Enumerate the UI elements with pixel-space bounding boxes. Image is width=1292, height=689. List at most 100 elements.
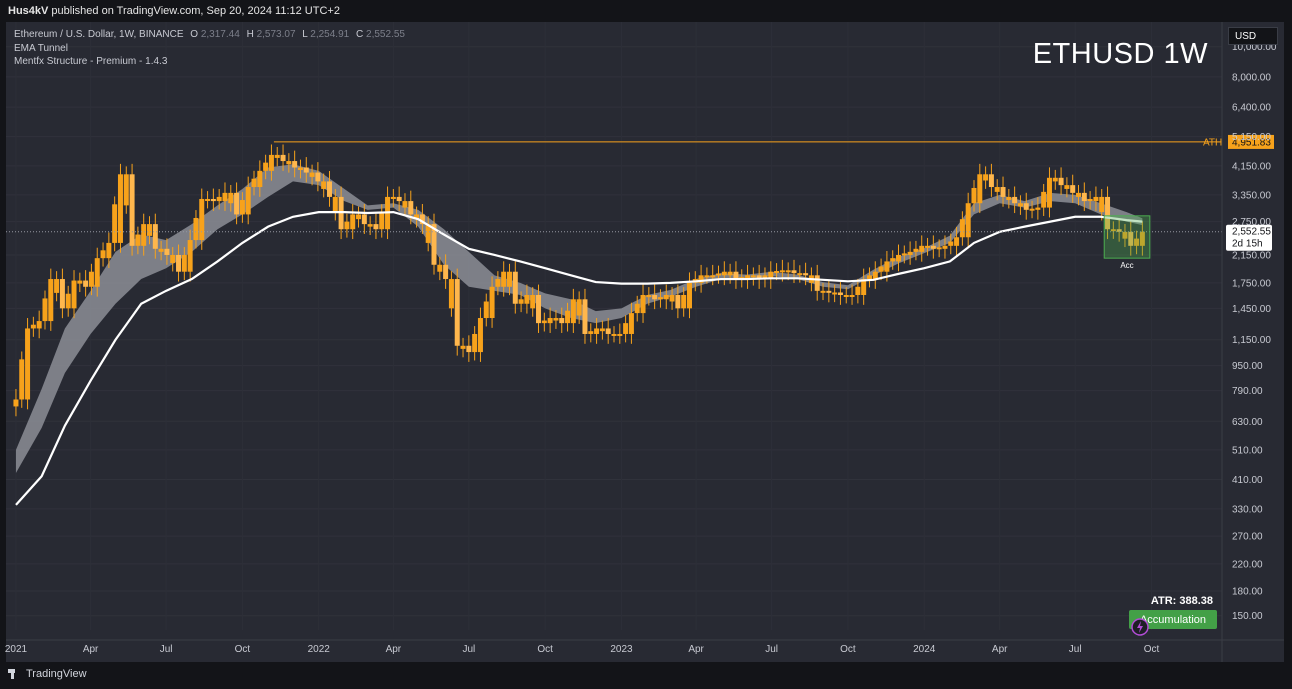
candle[interactable] [193, 217, 199, 241]
candle[interactable] [292, 161, 298, 168]
candle[interactable] [141, 224, 147, 246]
candle[interactable] [1017, 203, 1023, 207]
candle[interactable] [878, 266, 884, 272]
candle[interactable] [750, 275, 756, 278]
candle[interactable] [994, 187, 1000, 192]
candle[interactable] [1134, 238, 1140, 246]
candle[interactable] [762, 275, 768, 280]
candle[interactable] [176, 254, 182, 272]
candle[interactable] [117, 174, 123, 243]
candle[interactable] [727, 271, 733, 276]
candle[interactable] [826, 290, 832, 293]
candle[interactable] [48, 279, 54, 322]
candle[interactable] [965, 203, 971, 238]
candle[interactable] [576, 299, 582, 316]
candle[interactable] [1035, 207, 1041, 210]
candle[interactable] [112, 204, 118, 243]
candle[interactable] [390, 196, 396, 199]
candle[interactable] [65, 293, 71, 309]
publisher-name[interactable]: Hus4kV [8, 5, 49, 17]
candle[interactable] [501, 271, 507, 287]
candle[interactable] [263, 162, 269, 171]
candle[interactable] [716, 273, 722, 276]
candle[interactable] [814, 275, 820, 291]
candle[interactable] [59, 279, 65, 309]
candle[interactable] [234, 192, 240, 215]
candle[interactable] [152, 224, 158, 249]
candle[interactable] [675, 295, 681, 309]
candle[interactable] [866, 275, 872, 280]
candle[interactable] [54, 279, 60, 293]
candle[interactable] [785, 270, 791, 273]
currency-button[interactable]: USD [1228, 27, 1278, 45]
candle[interactable] [541, 320, 547, 324]
candle[interactable] [506, 271, 512, 287]
candle[interactable] [483, 301, 489, 319]
candle[interactable] [599, 328, 605, 332]
candle[interactable] [640, 295, 646, 314]
candle[interactable] [286, 161, 292, 165]
candle[interactable] [745, 275, 751, 280]
candle[interactable] [268, 154, 274, 171]
candle[interactable] [425, 224, 431, 243]
candle[interactable] [373, 224, 379, 230]
candle[interactable] [1006, 196, 1012, 201]
candle[interactable] [30, 324, 36, 329]
candle[interactable] [228, 192, 234, 204]
candle[interactable] [837, 292, 843, 296]
candle[interactable] [187, 240, 193, 272]
candle[interactable] [408, 201, 414, 215]
candle[interactable] [936, 247, 942, 250]
candle[interactable] [396, 196, 402, 202]
candle[interactable] [582, 299, 588, 334]
candle[interactable] [454, 279, 460, 346]
candle[interactable] [1023, 203, 1029, 210]
candle[interactable] [129, 174, 135, 246]
candle[interactable] [942, 245, 948, 249]
indicator-mentfx[interactable]: Mentfx Structure - Premium - 1.4.3 [14, 56, 168, 67]
candle[interactable] [832, 292, 838, 295]
candle[interactable] [472, 333, 478, 353]
candle[interactable] [570, 299, 576, 324]
candle[interactable] [872, 271, 878, 280]
candle[interactable] [913, 248, 919, 252]
candle[interactable] [146, 224, 152, 236]
candle[interactable] [332, 196, 338, 213]
candle[interactable] [19, 359, 25, 400]
chart-area[interactable] [6, 22, 1284, 662]
candle[interactable] [280, 154, 286, 162]
candle[interactable] [257, 170, 263, 188]
candle[interactable] [210, 198, 216, 202]
candle[interactable] [443, 264, 449, 280]
candle[interactable] [565, 310, 571, 324]
candle[interactable] [71, 280, 77, 309]
candle[interactable] [466, 345, 472, 353]
candle[interactable] [971, 187, 977, 204]
candle[interactable] [977, 174, 983, 204]
candle[interactable] [1058, 177, 1064, 186]
candle[interactable] [350, 214, 356, 230]
candle[interactable] [1046, 177, 1052, 208]
candle[interactable] [321, 181, 327, 189]
candle[interactable] [901, 253, 907, 256]
candle[interactable] [605, 328, 611, 334]
candle[interactable] [135, 234, 141, 246]
candle[interactable] [419, 214, 425, 225]
candle[interactable] [623, 323, 629, 334]
candle[interactable] [919, 245, 925, 252]
candle[interactable] [1000, 187, 1006, 197]
candle[interactable] [123, 174, 129, 206]
candle[interactable] [1064, 185, 1070, 189]
candle[interactable] [100, 250, 106, 259]
candle[interactable] [245, 187, 251, 215]
candle[interactable] [164, 248, 170, 255]
candle[interactable] [437, 264, 443, 272]
candle[interactable] [791, 270, 797, 274]
candle[interactable] [42, 298, 48, 322]
candle[interactable] [855, 286, 861, 296]
candle[interactable] [861, 279, 867, 296]
candle[interactable] [628, 313, 634, 334]
candle[interactable] [1099, 196, 1105, 213]
candle[interactable] [948, 241, 954, 246]
candle[interactable] [1081, 192, 1087, 202]
